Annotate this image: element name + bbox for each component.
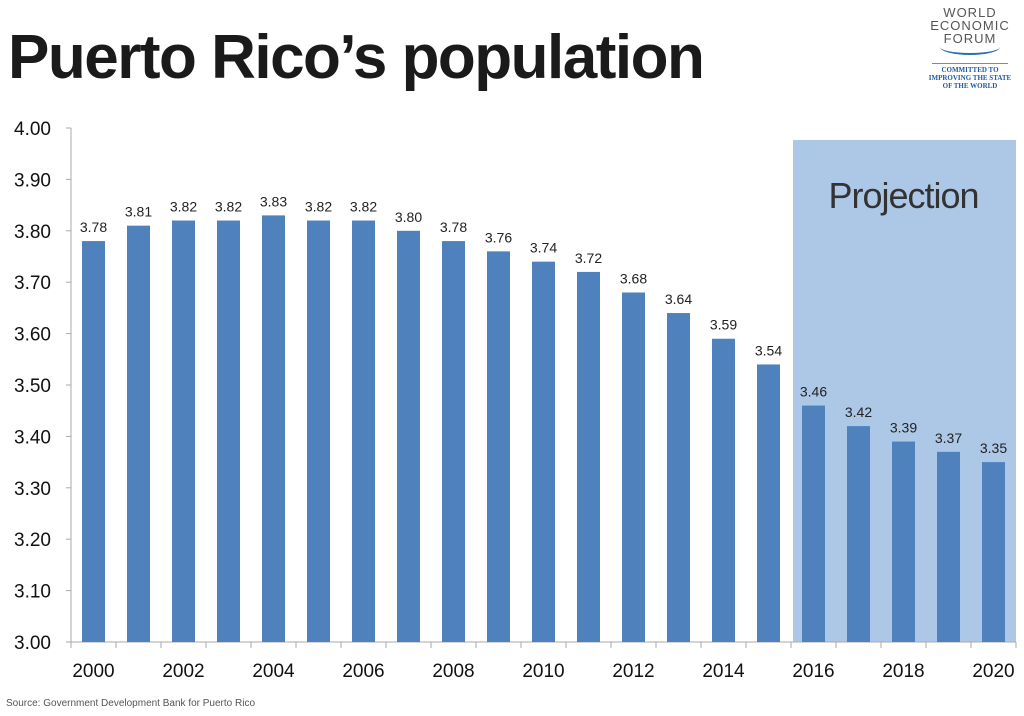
data-label: 3.78 [80,219,107,235]
y-tick-label: 3.10 [14,582,51,603]
y-tick-label: 4.00 [14,119,51,140]
logo-line: ECONOMIC [930,18,1010,33]
bar-2010 [532,261,555,642]
data-label: 3.64 [665,291,692,307]
logo-divider [932,63,1008,64]
y-tick-label: 3.40 [14,427,51,448]
x-tick-label: 2014 [702,661,745,682]
bar-2000 [82,241,105,642]
x-tick-label: 2018 [882,661,924,682]
y-tick-label: 3.00 [14,633,51,654]
y-tick-label: 3.30 [14,479,51,500]
data-label: 3.81 [125,204,152,220]
x-tick-label: 2008 [432,661,474,682]
data-label: 3.42 [845,404,872,420]
data-label: 3.72 [575,250,602,266]
bar-2004 [262,215,285,642]
data-label: 3.82 [170,199,197,215]
logo-line: FORUM [943,31,997,46]
x-tick-label: 2004 [252,661,295,682]
bar-2019 [937,451,960,642]
bar-2001 [127,225,150,642]
bar-2017 [847,426,870,642]
logo-tagline: IMPROVING THE STATE [928,74,1012,82]
data-label: 3.59 [710,317,737,333]
data-label: 3.80 [395,209,422,225]
source-note: Source: Government Development Bank for … [6,698,256,709]
data-label: 3.78 [440,219,467,235]
data-label: 3.74 [530,240,557,256]
bar-2016 [802,405,825,642]
data-label: 3.76 [485,229,512,245]
bar-2011 [577,271,600,642]
chart-title: Puerto Rico’s population [8,23,705,92]
bar-2015 [757,364,780,642]
bar-2020 [982,462,1005,642]
bar-2003 [217,220,240,642]
bar-2013 [667,313,690,642]
bar-2018 [892,441,915,642]
x-tick-label: 2010 [522,661,564,682]
data-label: 3.46 [800,384,827,400]
logo-tagline: COMMITTED TO [941,66,999,74]
wef-logo: WORLD ECONOMIC FORUM COMMITTED TO IMPROV… [920,6,1020,90]
bar-2005 [307,220,330,642]
bar-2009 [487,251,510,643]
data-label: 3.37 [935,430,962,446]
x-tick-label: 2006 [342,661,384,682]
bar-2012 [622,292,645,642]
logo-tagline: OF THE WORLD [942,82,998,90]
x-tick-label: 2016 [792,661,834,682]
logo-line: WORLD [943,5,997,20]
y-tick-label: 3.70 [14,273,51,294]
y-tick-label: 3.60 [14,325,51,346]
data-label: 3.82 [350,199,377,215]
x-tick-label: 2002 [162,661,204,682]
data-label: 3.82 [215,199,242,215]
data-label: 3.68 [620,270,647,286]
bar-2002 [172,220,195,642]
logo-arc [940,39,1000,55]
y-tick-label: 3.20 [14,530,51,551]
projection-label: Projection [828,175,978,216]
data-label: 3.39 [890,420,917,436]
y-tick-label: 3.90 [14,170,51,191]
bar-2006 [352,220,375,642]
bar-2014 [712,338,735,642]
y-tick-label: 3.80 [14,222,51,243]
y-tick-label: 3.50 [14,376,51,397]
x-tick-label: 2020 [972,661,1014,682]
x-tick-label: 2000 [72,661,114,682]
data-label: 3.83 [260,193,287,209]
data-label: 3.35 [980,440,1007,456]
bar-2007 [397,230,420,643]
bar-2008 [442,241,465,642]
data-label: 3.82 [305,199,332,215]
data-label: 3.54 [755,342,782,358]
x-tick-label: 2012 [612,661,654,682]
